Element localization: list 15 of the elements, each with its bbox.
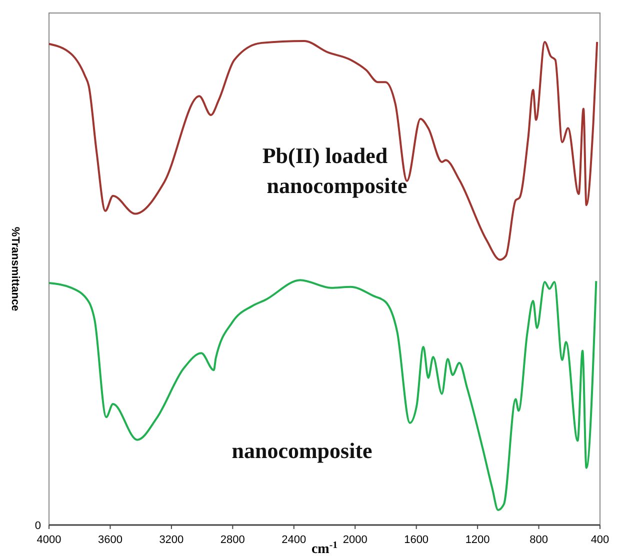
x-tick-label: 1600	[404, 534, 429, 546]
x-tick-label: 4000	[36, 534, 62, 546]
x-axis-title: cm$^{-1}$	[311, 540, 338, 557]
x-tick-label: 3600	[98, 534, 122, 546]
x-tick-label: 3200	[159, 534, 184, 546]
series-label: Pb(II) loaded nanocomposite	[262, 143, 408, 198]
y-axis-title: %Transmittance	[9, 226, 21, 312]
x-tick-label: 2400	[282, 534, 306, 546]
x-tick-label: 1200	[465, 534, 490, 546]
series-label: nanocomposite	[232, 438, 373, 463]
x-tick-label: 2000	[342, 534, 368, 546]
x-tick-label: 400	[590, 534, 610, 546]
x-tick-label: 800	[530, 534, 548, 546]
x-tick-label: 2800	[220, 534, 245, 546]
text: 0	[34, 520, 41, 532]
